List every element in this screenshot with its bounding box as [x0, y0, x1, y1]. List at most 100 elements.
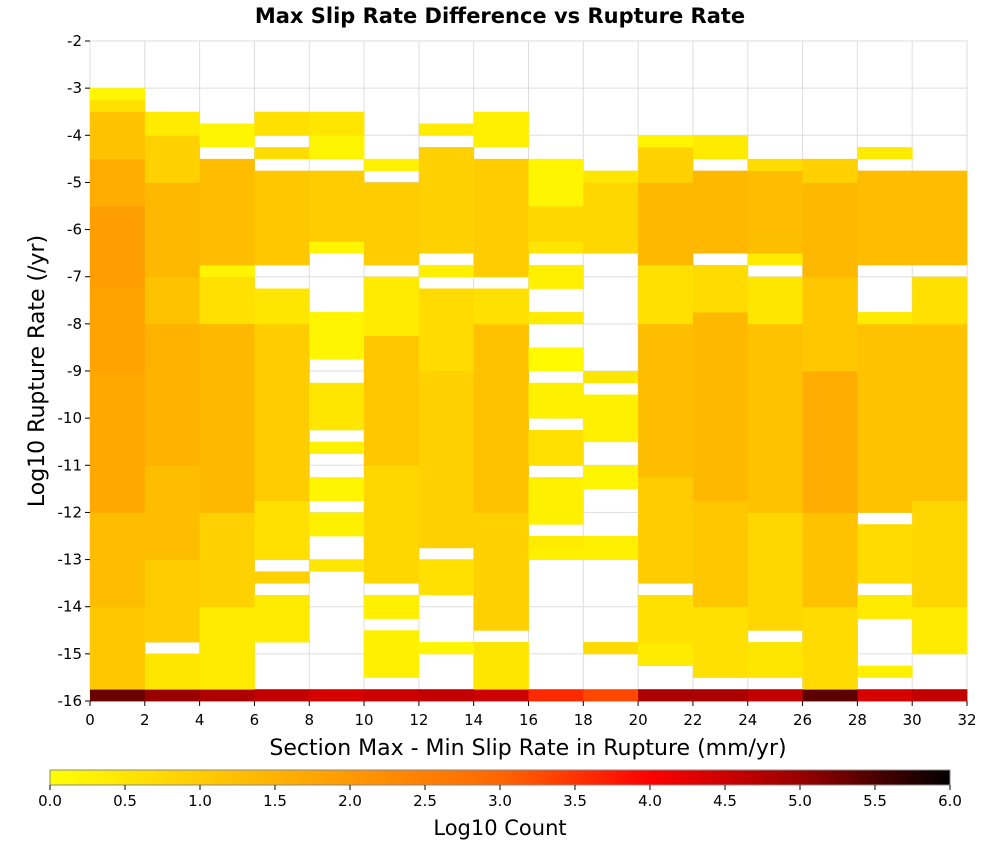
heatmap-cell: [528, 547, 584, 560]
y-axis-label: Log10 Rupture Rate (/yr): [25, 235, 50, 507]
colorbar-tick-label: 5.0: [788, 792, 812, 810]
heatmap-cell: [199, 689, 255, 702]
y-tick-label: -6: [67, 221, 82, 239]
heatmap-cell: [857, 170, 913, 266]
x-tick-label: 16: [519, 711, 538, 729]
x-axis-ticks: 0 2 4 6 8 10 12 14 16 18 20 22 24 26 28 30 32: [85, 701, 977, 729]
colorbar-tick-label: 2.0: [338, 792, 362, 810]
heatmap-cell: [528, 264, 584, 289]
heatmap-cell: [144, 111, 201, 136]
heatmap-cell: [364, 689, 420, 702]
heatmap-cell: [692, 135, 749, 160]
heatmap-cell: [638, 642, 694, 667]
heatmap-cell: [638, 477, 694, 584]
heatmap-cell: [309, 441, 365, 454]
y-tick-label: -13: [58, 551, 83, 569]
heatmap-cell: [418, 264, 475, 278]
colorbar-tick-label: 4.0: [638, 792, 662, 810]
heatmap-cell: [528, 536, 584, 549]
heatmap-cell: [90, 689, 146, 702]
heatmap-cell: [747, 323, 803, 513]
heatmap-cell: [528, 689, 584, 702]
heatmap-cell: [583, 642, 639, 655]
heatmap-cell: [309, 559, 365, 572]
colorbar-label: Log10 Count: [433, 816, 566, 840]
heatmap-cell: [90, 606, 146, 690]
chart-title: Max Slip Rate Difference vs Rupture Rate: [255, 4, 745, 28]
y-tick-label: -2: [67, 32, 82, 50]
heatmap-cell: [802, 371, 858, 513]
x-tick-label: 30: [903, 711, 922, 729]
y-axis-ticks: -2 -3 -4 -5 -6 -7 -8 -9 -10 -11 -12 -13 -14 -15 -16: [58, 32, 90, 710]
heatmap-cell: [418, 123, 475, 136]
colorbar-tick-label: 4.5: [713, 792, 737, 810]
x-tick-label: 6: [250, 711, 260, 729]
heatmap-cell: [912, 689, 968, 702]
heatmap-cell: [802, 182, 858, 278]
heatmap-cell: [418, 642, 475, 655]
y-tick-label: -9: [67, 362, 82, 380]
y-tick-label: -16: [58, 692, 83, 710]
heatmap-cell: [309, 135, 365, 160]
colorbar-tick-label: 5.5: [863, 792, 887, 810]
heatmap-cell: [638, 135, 694, 148]
heatmap-cell: [802, 689, 858, 702]
heatmap-cell: [692, 312, 749, 502]
heatmap-cell: [309, 241, 365, 254]
heatmap-cell: [199, 323, 255, 513]
heatmap-cell: [254, 111, 310, 136]
heatmap-cell: [144, 182, 201, 278]
heatmap-cell: [418, 288, 475, 372]
heatmap-cell: [144, 653, 201, 690]
heatmap-cell: [144, 135, 201, 183]
heatmap-cell: [473, 512, 529, 631]
heatmap-cell: [144, 276, 201, 325]
heatmap-cell: [473, 111, 529, 148]
heatmap-cell: [254, 147, 310, 160]
heatmap-cell: [144, 465, 201, 560]
heatmap-cell: [747, 689, 803, 702]
heatmap-cell: [528, 429, 584, 466]
heatmap-cell: [199, 276, 255, 325]
heatmap-cell: [254, 571, 310, 584]
heatmap-cell: [692, 264, 749, 313]
heatmap-cell: [418, 559, 475, 596]
heatmap-cell: [254, 323, 310, 502]
heatmap-cell: [364, 335, 420, 466]
heatmap-cell: [473, 642, 529, 690]
x-tick-label: 20: [629, 711, 648, 729]
y-tick-label: -14: [58, 598, 83, 616]
heatmap-cell: [692, 689, 749, 702]
heatmap-cell: [528, 158, 584, 207]
x-tick-label: 26: [793, 711, 812, 729]
heatmap-cell: [747, 276, 803, 325]
heatmap-cell: [528, 312, 584, 325]
heatmap-cell: [309, 512, 365, 537]
heatmap-cell: [638, 182, 694, 266]
heatmap-cell: [583, 371, 639, 384]
y-tick-label: -15: [58, 645, 83, 663]
x-tick-label: 22: [683, 711, 702, 729]
colorbar-tick-label: 3.0: [488, 792, 512, 810]
x-tick-label: 18: [574, 711, 593, 729]
colorbar-tick-label: 0.0: [38, 792, 62, 810]
colorbar: [49, 769, 951, 786]
heatmap-cell: [583, 170, 639, 183]
x-tick-label: 8: [304, 711, 314, 729]
heatmap-cell: [912, 500, 968, 608]
heatmap-cell: [144, 559, 201, 643]
heatmap-cell: [199, 606, 255, 690]
heatmap-cell: [528, 206, 584, 242]
heatmap-cell: [254, 500, 310, 560]
heatmap-cell: [802, 276, 858, 372]
heatmap-cell: [528, 241, 584, 254]
heatmap-cell: [747, 512, 803, 631]
x-tick-label: 4: [195, 711, 205, 729]
heatmap-cell: [583, 394, 639, 443]
heatmap-cell: [692, 500, 749, 608]
colorbar-tick-label: 2.5: [413, 792, 437, 810]
heatmap-cell: [857, 147, 913, 160]
heatmap-cell: [473, 158, 529, 278]
y-tick-label: -10: [58, 409, 83, 427]
heatmap-cell: [199, 158, 255, 266]
